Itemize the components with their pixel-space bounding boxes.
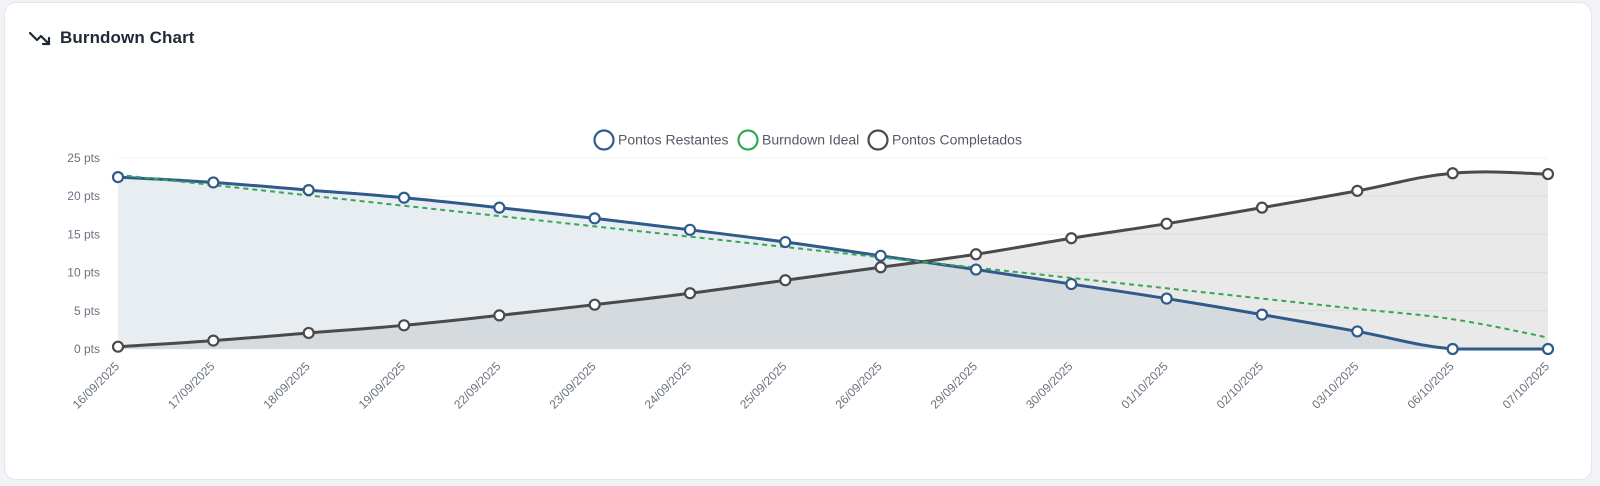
data-point (588, 212, 601, 225)
data-point (1446, 342, 1459, 356)
data-point (1065, 277, 1078, 291)
data-point (874, 261, 887, 274)
x-tick-label: 25/09/2025 (737, 359, 790, 412)
legend-marker (867, 129, 889, 151)
y-tick-label: 20 pts (67, 189, 100, 203)
data-point (779, 274, 792, 287)
data-point (302, 326, 315, 340)
data-point (1160, 217, 1173, 230)
data-point (1446, 167, 1459, 180)
data-point (207, 334, 220, 347)
x-tick-label: 26/09/2025 (832, 359, 885, 412)
data-point (874, 249, 887, 262)
trending-down-icon (28, 30, 51, 46)
series-line-0 (117, 175, 1548, 351)
legend-label: Pontos Completados (892, 132, 1022, 148)
y-tick-label: 10 pts (67, 266, 100, 280)
data-point (493, 201, 506, 214)
data-point (397, 319, 411, 332)
y-tick-label: 25 pts (67, 151, 100, 165)
data-point (111, 340, 125, 353)
y-tick-label: 5 pts (74, 304, 100, 318)
data-point (1351, 325, 1364, 338)
data-point (1160, 292, 1173, 305)
series-area-2 (118, 171, 1548, 349)
data-point (969, 263, 983, 276)
data-point (397, 191, 411, 204)
data-point (1065, 232, 1078, 245)
data-point (1351, 184, 1364, 197)
x-tick-label: 24/09/2025 (642, 359, 695, 412)
x-tick-label: 06/10/2025 (1404, 359, 1457, 412)
legend-marker (593, 129, 615, 151)
series-line-1 (117, 173, 1549, 339)
x-tick-label: 30/09/2025 (1023, 359, 1076, 412)
x-tick-label: 16/09/2025 (70, 359, 123, 412)
data-point (111, 171, 125, 184)
x-tick-label: 17/09/2025 (165, 359, 218, 412)
data-point (1255, 201, 1269, 214)
data-point (683, 223, 697, 236)
card-title: Burndown Chart (60, 28, 195, 47)
data-point (779, 235, 792, 249)
legend-label: Burndown Ideal (762, 132, 859, 148)
series-line-2 (117, 170, 1549, 349)
data-point (493, 309, 506, 322)
y-tick-label: 15 pts (67, 227, 100, 241)
data-point (683, 287, 697, 300)
x-tick-label: 03/10/2025 (1309, 359, 1362, 412)
x-tick-label: 02/10/2025 (1214, 359, 1267, 412)
data-point (207, 176, 220, 189)
legend-label: Pontos Restantes (618, 132, 729, 148)
x-tick-label: 01/10/2025 (1118, 359, 1171, 412)
x-tick-label: 19/09/2025 (356, 359, 409, 412)
data-point (588, 298, 601, 311)
data-point (1541, 167, 1555, 181)
x-tick-label: 29/09/2025 (928, 359, 981, 412)
data-point (302, 183, 315, 197)
legend-marker (737, 129, 759, 151)
data-point (1541, 342, 1555, 356)
y-tick-label: 0 pts (74, 342, 100, 356)
card-header: Burndown Chart (28, 28, 195, 48)
data-point (969, 248, 983, 261)
x-tick-label: 23/09/2025 (546, 359, 599, 412)
x-tick-label: 18/09/2025 (260, 359, 313, 412)
x-tick-label: 07/10/2025 (1500, 359, 1553, 412)
data-point (1255, 308, 1269, 321)
x-tick-label: 22/09/2025 (451, 359, 504, 412)
series-area-0 (118, 177, 1548, 349)
